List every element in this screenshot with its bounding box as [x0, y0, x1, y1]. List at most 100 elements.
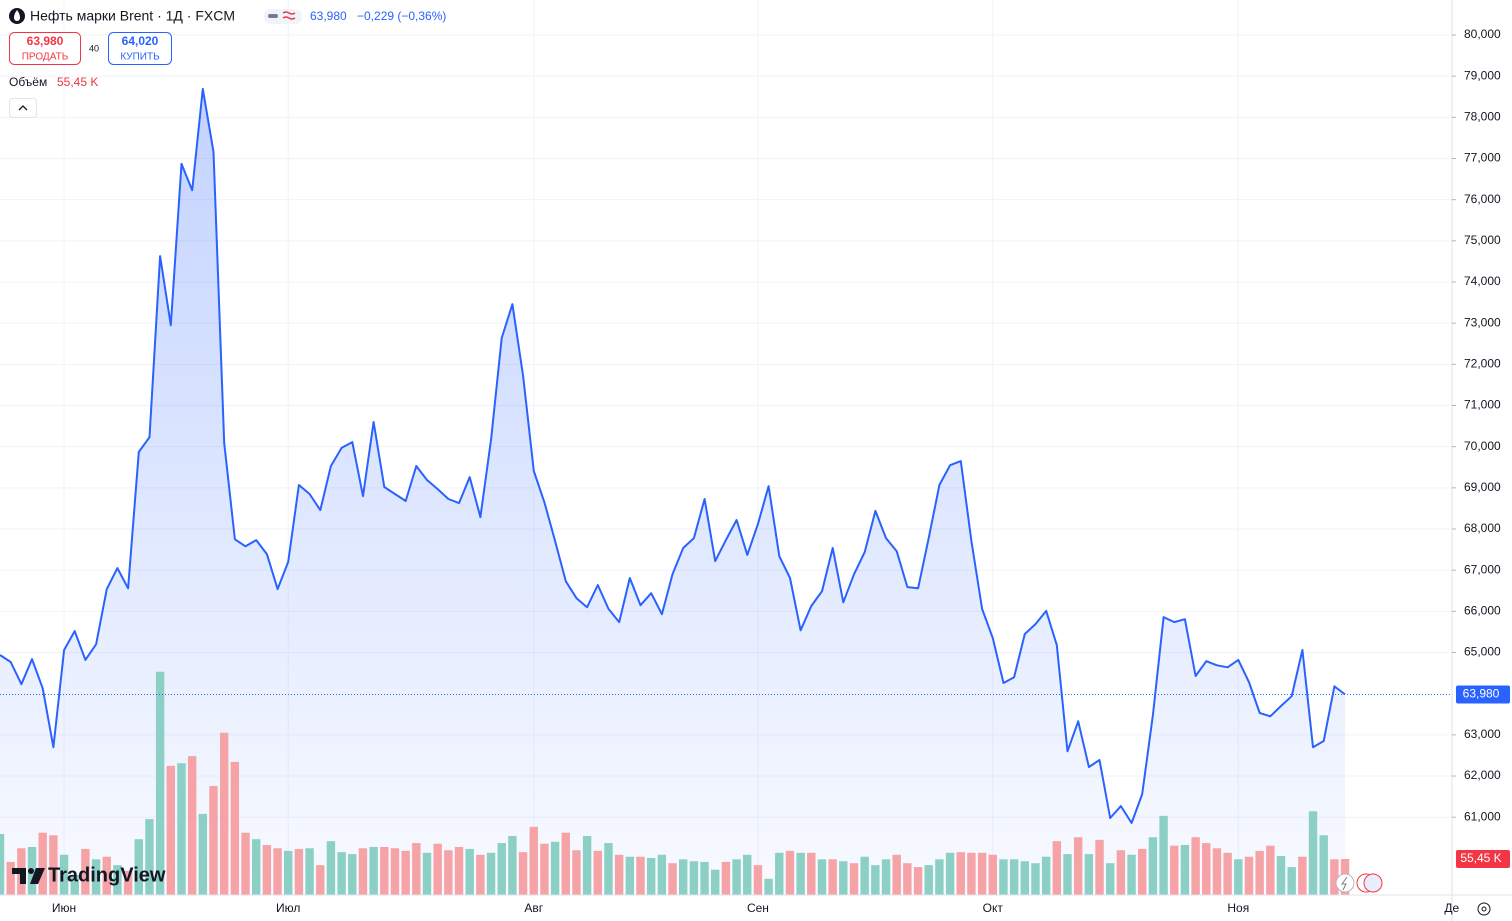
volume-bar [273, 848, 282, 895]
y-tick-label: 80,000 [1464, 27, 1501, 41]
y-tick-label: 70,000 [1464, 439, 1501, 453]
volume-bar [1202, 843, 1211, 895]
volume-bar [711, 869, 720, 895]
volume-bar [155, 671, 165, 895]
volume-bar [1298, 856, 1307, 895]
volume-bar [91, 859, 101, 895]
status-badge[interactable] [264, 9, 302, 24]
y-tick-label: 63,000 [1464, 727, 1501, 741]
x-tick-label: Сен [747, 901, 769, 915]
volume-tag-label: 55,45 K [1460, 851, 1501, 865]
plot-area [0, 87, 1452, 895]
y-tick-label: 67,000 [1464, 562, 1501, 576]
volume-bar [209, 785, 218, 895]
volume-bar [1127, 854, 1136, 895]
volume-bar [465, 848, 474, 895]
logo-dot [28, 868, 34, 874]
volume-bar [187, 756, 197, 895]
volume-bar [198, 813, 208, 895]
volume-bar [412, 843, 421, 895]
volume-bar [380, 846, 389, 895]
status-icon [268, 14, 278, 18]
volume-bar [785, 850, 795, 895]
volume-bar [219, 732, 229, 895]
settings-button[interactable] [1477, 902, 1491, 916]
volume-bar [1106, 863, 1115, 895]
y-tick-label: 65,000 [1464, 645, 1501, 659]
y-tick-label: 61,000 [1464, 809, 1501, 823]
volume-bar [401, 850, 410, 895]
logo-mark [12, 868, 45, 884]
x-tick-label: Июн [52, 901, 76, 915]
volume-bar [871, 865, 880, 895]
collapse-button[interactable] [9, 98, 37, 118]
last-price: 63,980 [310, 9, 347, 23]
y-tick-label: 62,000 [1464, 768, 1501, 782]
volume-bar [476, 854, 485, 895]
volume-bar [1308, 811, 1318, 895]
collapse-chevron [18, 105, 28, 111]
country-flag [1363, 873, 1383, 893]
volume-bar [1266, 845, 1275, 895]
logo-text: TradingView [48, 864, 166, 886]
sell-label: ПРОДАТЬ [22, 52, 69, 63]
volume-bar [348, 854, 357, 895]
y-tick-label: 78,000 [1464, 110, 1501, 124]
volume-bar [1052, 841, 1062, 895]
symbol-title: Нефть марки Brent · 1Д · FXCM [30, 8, 235, 24]
y-tick-label: 72,000 [1464, 357, 1501, 371]
volume-bar [721, 861, 731, 895]
y-tick-label: 71,000 [1464, 398, 1501, 412]
volume-bar [582, 835, 592, 895]
volume-bar [1212, 848, 1222, 895]
volume-bar [369, 846, 378, 895]
volume-bar [1170, 845, 1179, 895]
volume-bar [166, 765, 175, 895]
volume-bar [1148, 837, 1158, 895]
volume-bar [59, 854, 69, 895]
volume-bar [1191, 837, 1200, 895]
settings-center [1481, 906, 1487, 912]
volume-bar [892, 854, 901, 895]
volume-bar [924, 865, 933, 895]
volume-bar [988, 854, 997, 895]
volume-bar [529, 826, 538, 895]
volume-bar [561, 832, 570, 895]
volume-bar [177, 763, 186, 895]
volume-bar [1063, 854, 1072, 895]
volume-bar [1234, 859, 1243, 895]
volume-bar [123, 870, 133, 895]
volume-bar [1041, 856, 1051, 895]
volume-bar [113, 865, 122, 895]
volume-bar [775, 852, 784, 895]
volume-bar [1180, 845, 1190, 895]
sell-price: 63,980 [27, 34, 64, 48]
buy-button[interactable] [108, 32, 172, 65]
volume-bar [518, 852, 528, 895]
volume-bar [817, 859, 827, 895]
volume-bar [0, 833, 5, 895]
oil-drop [14, 10, 20, 21]
volume-bar [849, 863, 859, 895]
volume-bar [1276, 856, 1286, 895]
logo: TradingView [12, 864, 166, 886]
y-tick-label: 73,000 [1464, 315, 1501, 329]
y-tick-label: 75,000 [1464, 233, 1501, 247]
volume-bar [1095, 839, 1104, 895]
volume-bar [326, 841, 336, 895]
volume-bar [1009, 859, 1019, 895]
volume-bar [625, 856, 635, 895]
volume-bar [903, 863, 912, 895]
events-icon[interactable] [1335, 873, 1355, 893]
last-price-tag-label: 63,980 [1463, 687, 1500, 701]
volume-bar [1084, 854, 1094, 895]
volume-bar [1159, 815, 1168, 895]
spread: 40 [89, 43, 99, 53]
sell-button[interactable] [9, 32, 81, 65]
volume-bar [732, 859, 741, 895]
x-tick-label: Ноя [1227, 901, 1249, 915]
volume-bar [956, 852, 965, 895]
volume-bar [828, 859, 837, 895]
volume-bar [636, 856, 645, 895]
